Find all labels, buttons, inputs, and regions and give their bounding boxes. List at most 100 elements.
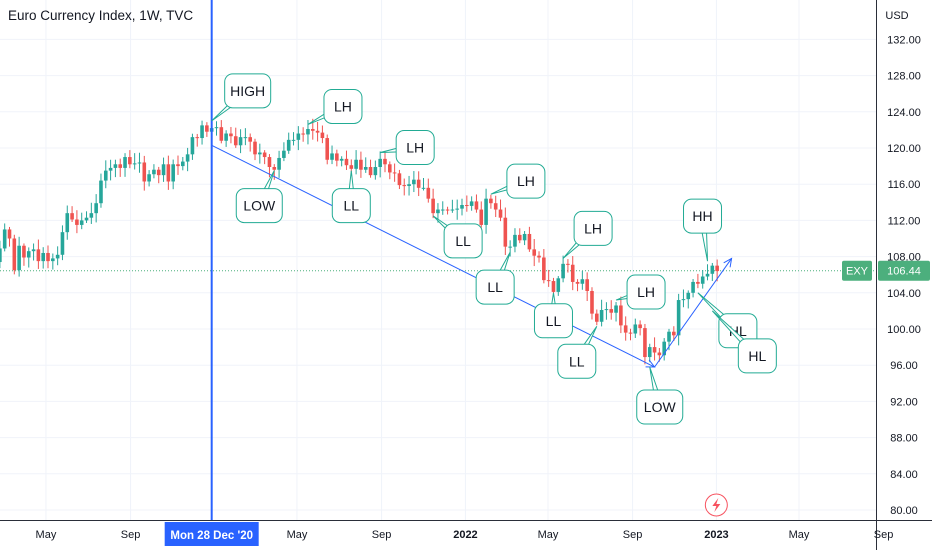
candle-body xyxy=(469,201,474,206)
candle xyxy=(542,249,546,284)
candle xyxy=(339,156,344,167)
candle xyxy=(517,228,522,244)
trendline[interactable] xyxy=(211,144,655,368)
crosshair-date-label: Mon 28 Dec '20 xyxy=(170,530,253,542)
candle xyxy=(51,253,55,270)
time-tick-label: May xyxy=(789,529,810,541)
candle xyxy=(315,121,320,142)
candle-body xyxy=(94,203,98,214)
candle xyxy=(359,151,363,178)
time-tick-label: May xyxy=(36,529,57,541)
candle-body xyxy=(537,255,541,258)
candle-body xyxy=(599,309,604,322)
callout-lh[interactable]: LH xyxy=(615,274,666,310)
candle xyxy=(455,199,459,220)
last-price-tag[interactable] xyxy=(878,260,930,281)
candle xyxy=(17,236,21,277)
candle-body xyxy=(484,198,488,225)
callout-lh[interactable]: LH xyxy=(490,163,546,199)
candle xyxy=(335,149,339,167)
trendlines[interactable] xyxy=(211,144,733,368)
callout-hh[interactable]: HH xyxy=(683,198,723,262)
candle-body xyxy=(2,229,7,249)
price-axis[interactable]: 132.00 128.00 124.00 120.00 116.00 112.00 108.… xyxy=(842,0,930,550)
callout-tail-mask xyxy=(334,106,343,113)
price-tick-label: 120.00 xyxy=(887,143,921,155)
callout-low[interactable]: LOW xyxy=(235,170,283,224)
last-price-label: 106.44 xyxy=(887,266,921,278)
candle xyxy=(421,177,426,191)
candle xyxy=(176,155,180,175)
candle xyxy=(643,323,647,365)
callout-high[interactable]: HIGH xyxy=(211,73,272,122)
candle xyxy=(55,246,60,266)
candle xyxy=(556,276,561,296)
callout-lh[interactable]: LH xyxy=(562,210,613,259)
candle xyxy=(26,247,31,268)
callout-lh[interactable]: LH xyxy=(380,130,435,166)
candle-body xyxy=(710,265,715,274)
candle-body xyxy=(233,136,238,146)
callout-tail-mask xyxy=(516,181,526,187)
candle-body xyxy=(532,249,537,256)
callout-hl[interactable]: HL xyxy=(711,310,777,374)
candle xyxy=(691,279,695,298)
candle xyxy=(185,147,190,172)
callout-ll[interactable]: LL xyxy=(475,251,515,305)
candle-body xyxy=(681,299,686,301)
candle-body xyxy=(286,139,291,151)
candle-body xyxy=(465,205,469,207)
candlesticks xyxy=(0,118,719,365)
candle xyxy=(22,243,26,266)
candle-body xyxy=(575,281,580,284)
candle xyxy=(378,151,382,178)
candle xyxy=(7,226,12,247)
candle-body xyxy=(262,152,267,158)
candle xyxy=(407,175,411,196)
candle xyxy=(570,256,575,291)
callout-ll[interactable]: LL xyxy=(432,215,483,259)
callout-ll[interactable]: LL xyxy=(331,170,371,224)
candle-body xyxy=(84,217,89,221)
candle xyxy=(243,128,248,146)
candle-body xyxy=(7,229,12,239)
time-tick-label: Sep xyxy=(121,529,141,541)
flash-badge[interactable] xyxy=(704,493,728,517)
candle-body xyxy=(137,162,142,164)
callout-tail-mask xyxy=(239,90,248,99)
candle xyxy=(166,155,171,190)
callout-lh[interactable]: LH xyxy=(307,88,363,125)
callout-low[interactable]: LOW xyxy=(636,366,684,425)
candle xyxy=(715,259,719,282)
candle xyxy=(445,206,450,215)
candle xyxy=(431,188,435,219)
candle-body xyxy=(397,173,402,186)
candle-body xyxy=(498,209,503,218)
candle-body xyxy=(195,137,200,139)
candle-body xyxy=(445,209,450,211)
callout-tail-mask xyxy=(585,228,594,237)
candle xyxy=(75,210,79,234)
candle xyxy=(60,225,65,261)
candle xyxy=(296,126,301,151)
candle xyxy=(522,231,527,246)
candle xyxy=(686,290,691,309)
trendline[interactable] xyxy=(654,258,732,368)
candle xyxy=(344,150,349,170)
time-tick-label: May xyxy=(287,529,308,541)
candle xyxy=(171,159,175,190)
candle-body xyxy=(181,161,185,167)
candle-body xyxy=(527,233,532,250)
callout-ll[interactable]: LL xyxy=(557,325,598,379)
time-axis[interactable]: May Sep May Sep 2022 May Sep 2023 May Sep Mon 28 D… xyxy=(0,520,932,547)
chart-title: Euro Currency Index, 1W, TVC xyxy=(8,8,194,23)
candle xyxy=(700,269,705,289)
callout-ll[interactable]: LL xyxy=(533,292,573,339)
candle xyxy=(79,212,84,230)
symbol-tag[interactable] xyxy=(842,260,872,281)
candle xyxy=(2,223,7,252)
lightning-icon xyxy=(712,498,721,512)
